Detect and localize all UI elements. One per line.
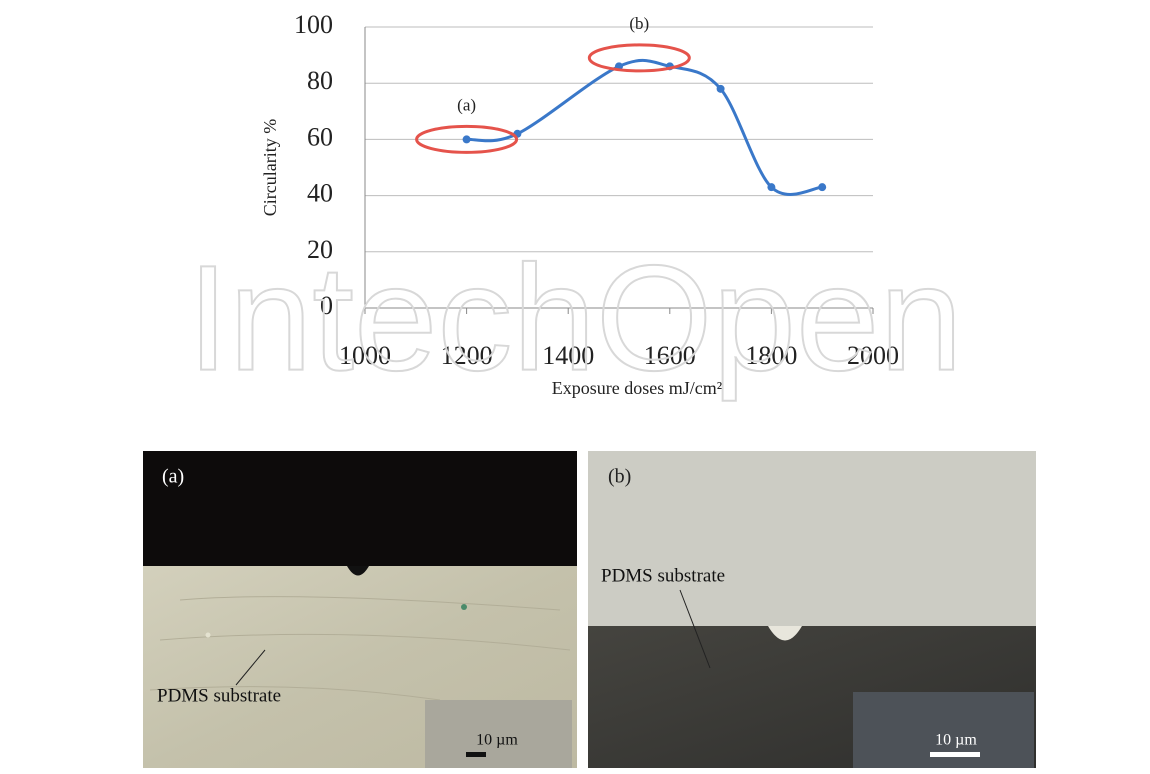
y-tick-label: 40 (307, 179, 333, 208)
line (467, 60, 823, 194)
panel-b: (b) PDMS substrate 10 µm (588, 451, 1036, 768)
figure: 020406080100100012001400160018002000Expo… (0, 0, 1150, 769)
marker (818, 183, 826, 191)
panel-annotation: PDMS substrate (601, 565, 725, 586)
panel-annotation: PDMS substrate (157, 685, 281, 706)
page: 020406080100100012001400160018002000Expo… (0, 0, 1150, 769)
particle (206, 633, 211, 638)
particle (461, 604, 467, 610)
scale-bar (930, 752, 980, 757)
marker (767, 183, 775, 191)
marker (717, 85, 725, 93)
scale-label: 10 µm (935, 732, 977, 749)
annotation: (a) (457, 95, 476, 114)
y-axis-label: Circularity % (260, 119, 280, 216)
scale-bar (466, 752, 486, 757)
marker (463, 135, 471, 143)
scale-label: 10 µm (476, 732, 518, 749)
y-tick-label: 100 (294, 10, 333, 39)
y-tick-label: 80 (307, 66, 333, 95)
annotation: (b) (629, 14, 649, 33)
y-tick-label: 60 (307, 122, 333, 151)
panel-label: (b) (608, 466, 631, 488)
panel-label: (a) (162, 466, 184, 488)
panel-a: (a) PDMS substrate 10 µm (143, 451, 577, 768)
panel-background (143, 451, 577, 566)
highlight-ellipse (589, 45, 689, 71)
panel-background (588, 451, 1036, 626)
watermark: IntechOpen (187, 234, 963, 402)
